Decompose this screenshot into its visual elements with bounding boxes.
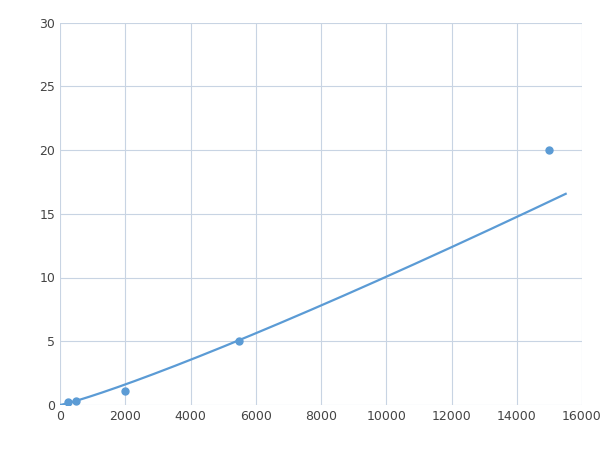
Point (71, 398, 81, 405)
Point (64, 399, 73, 406)
Point (121, 387, 130, 395)
Point (235, 338, 244, 345)
Point (545, 146, 554, 153)
